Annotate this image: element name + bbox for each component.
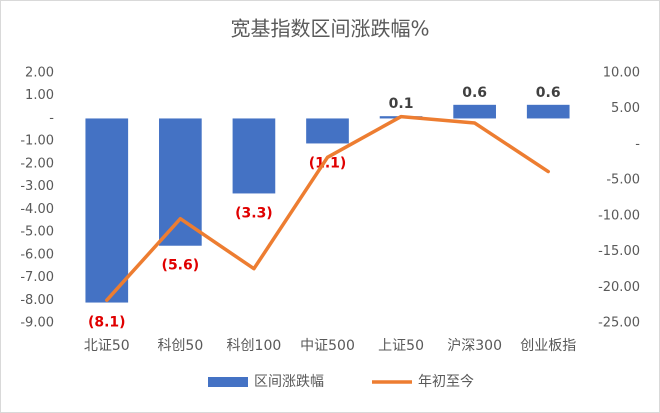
legend-label: 年初至今 — [418, 373, 474, 390]
data-label: 0.6 — [536, 85, 561, 101]
bar — [85, 118, 129, 303]
bar — [306, 118, 349, 144]
legend-swatch — [208, 377, 248, 387]
x-tick-label: 科创100 — [227, 338, 282, 354]
x-tick-label: 沪深300 — [447, 338, 502, 354]
x-tick-label: 创业板指 — [520, 338, 576, 354]
line-series — [105, 114, 550, 302]
y-tick-label: -4.00 — [20, 202, 54, 217]
y-tick-label: -6.00 — [20, 247, 54, 262]
y-tick-label: -7.00 — [20, 270, 54, 285]
y2-tick-label: 10.00 — [603, 66, 640, 81]
data-label: 0.1 — [389, 96, 414, 112]
y-tick-label: -1.00 — [20, 134, 54, 149]
x-tick-label: 中证500 — [300, 338, 355, 354]
bar — [526, 104, 570, 119]
y2-tick-label: 5.00 — [611, 101, 640, 116]
y-tick-label: -8.00 — [20, 293, 54, 308]
data-label: 0.6 — [462, 85, 487, 101]
y2-tick-label: -25.00 — [598, 316, 640, 331]
y-tick-label: 2.00 — [25, 66, 54, 81]
data-label: (3.3) — [235, 205, 273, 221]
bar — [453, 104, 496, 119]
data-label: (5.6) — [162, 258, 200, 274]
y2-tick-label: -5.00 — [606, 173, 640, 188]
chart-title: 宽基指数区间涨跌幅% — [230, 17, 429, 41]
data-label: (8.1) — [88, 315, 126, 331]
bar — [232, 118, 276, 194]
y2-tick-label: -15.00 — [598, 244, 640, 259]
y-tick-label: -5.00 — [20, 225, 54, 240]
legend-label: 区间涨跌幅 — [254, 374, 324, 390]
y-tick-label: -2.00 — [20, 156, 54, 171]
bar — [159, 118, 202, 246]
x-tick-label: 北证50 — [84, 338, 130, 354]
y2-tick-label: -20.00 — [598, 280, 640, 295]
x-tick-label: 上证50 — [378, 338, 424, 354]
y2-tick-label: -10.00 — [598, 208, 640, 223]
x-tick-label: 科创50 — [157, 338, 203, 354]
data-label: (1.1) — [309, 155, 347, 171]
y-tick-label: - — [49, 111, 54, 126]
y-tick-label: 1.00 — [25, 88, 54, 103]
y-tick-label: -3.00 — [20, 179, 54, 194]
y2-tick-label: - — [635, 137, 640, 152]
y-tick-label: -9.00 — [20, 316, 54, 331]
